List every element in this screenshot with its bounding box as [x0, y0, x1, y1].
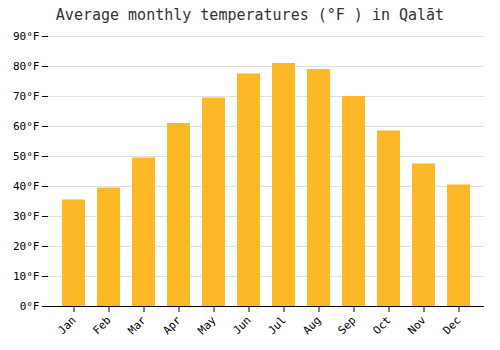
svg-text:Nov: Nov [405, 313, 429, 337]
svg-text:Apr: Apr [160, 313, 184, 337]
svg-text:30°F: 30°F [13, 210, 40, 223]
svg-text:Jun: Jun [230, 314, 253, 337]
svg-text:May: May [195, 313, 219, 337]
svg-text:20°F: 20°F [13, 240, 40, 253]
svg-text:60°F: 60°F [13, 120, 40, 133]
svg-text:40°F: 40°F [13, 180, 40, 193]
svg-text:Sep: Sep [335, 314, 358, 337]
html-text:Average monthly temperatures (: Average monthly temperatures (°F ) in Qa… [55, 6, 445, 24]
svg-text:0°F: 0°F [20, 300, 40, 313]
svg-text:90°F: 90°F [13, 30, 40, 43]
svg-text:70°F: 70°F [13, 90, 40, 103]
svg-text:Dec: Dec [440, 314, 463, 337]
svg-text:Jul: Jul [265, 314, 288, 337]
svg-text:Oct: Oct [370, 314, 393, 337]
svg-text:80°F: 80°F [13, 60, 40, 73]
svg-text:10°F: 10°F [13, 270, 40, 283]
svg-text:Mar: Mar [125, 313, 149, 337]
svg-text:Jan: Jan [55, 314, 78, 337]
svg-text:Aug: Aug [300, 314, 323, 337]
svg-text:50°F: 50°F [13, 150, 40, 163]
svg-text:Feb: Feb [90, 314, 113, 337]
